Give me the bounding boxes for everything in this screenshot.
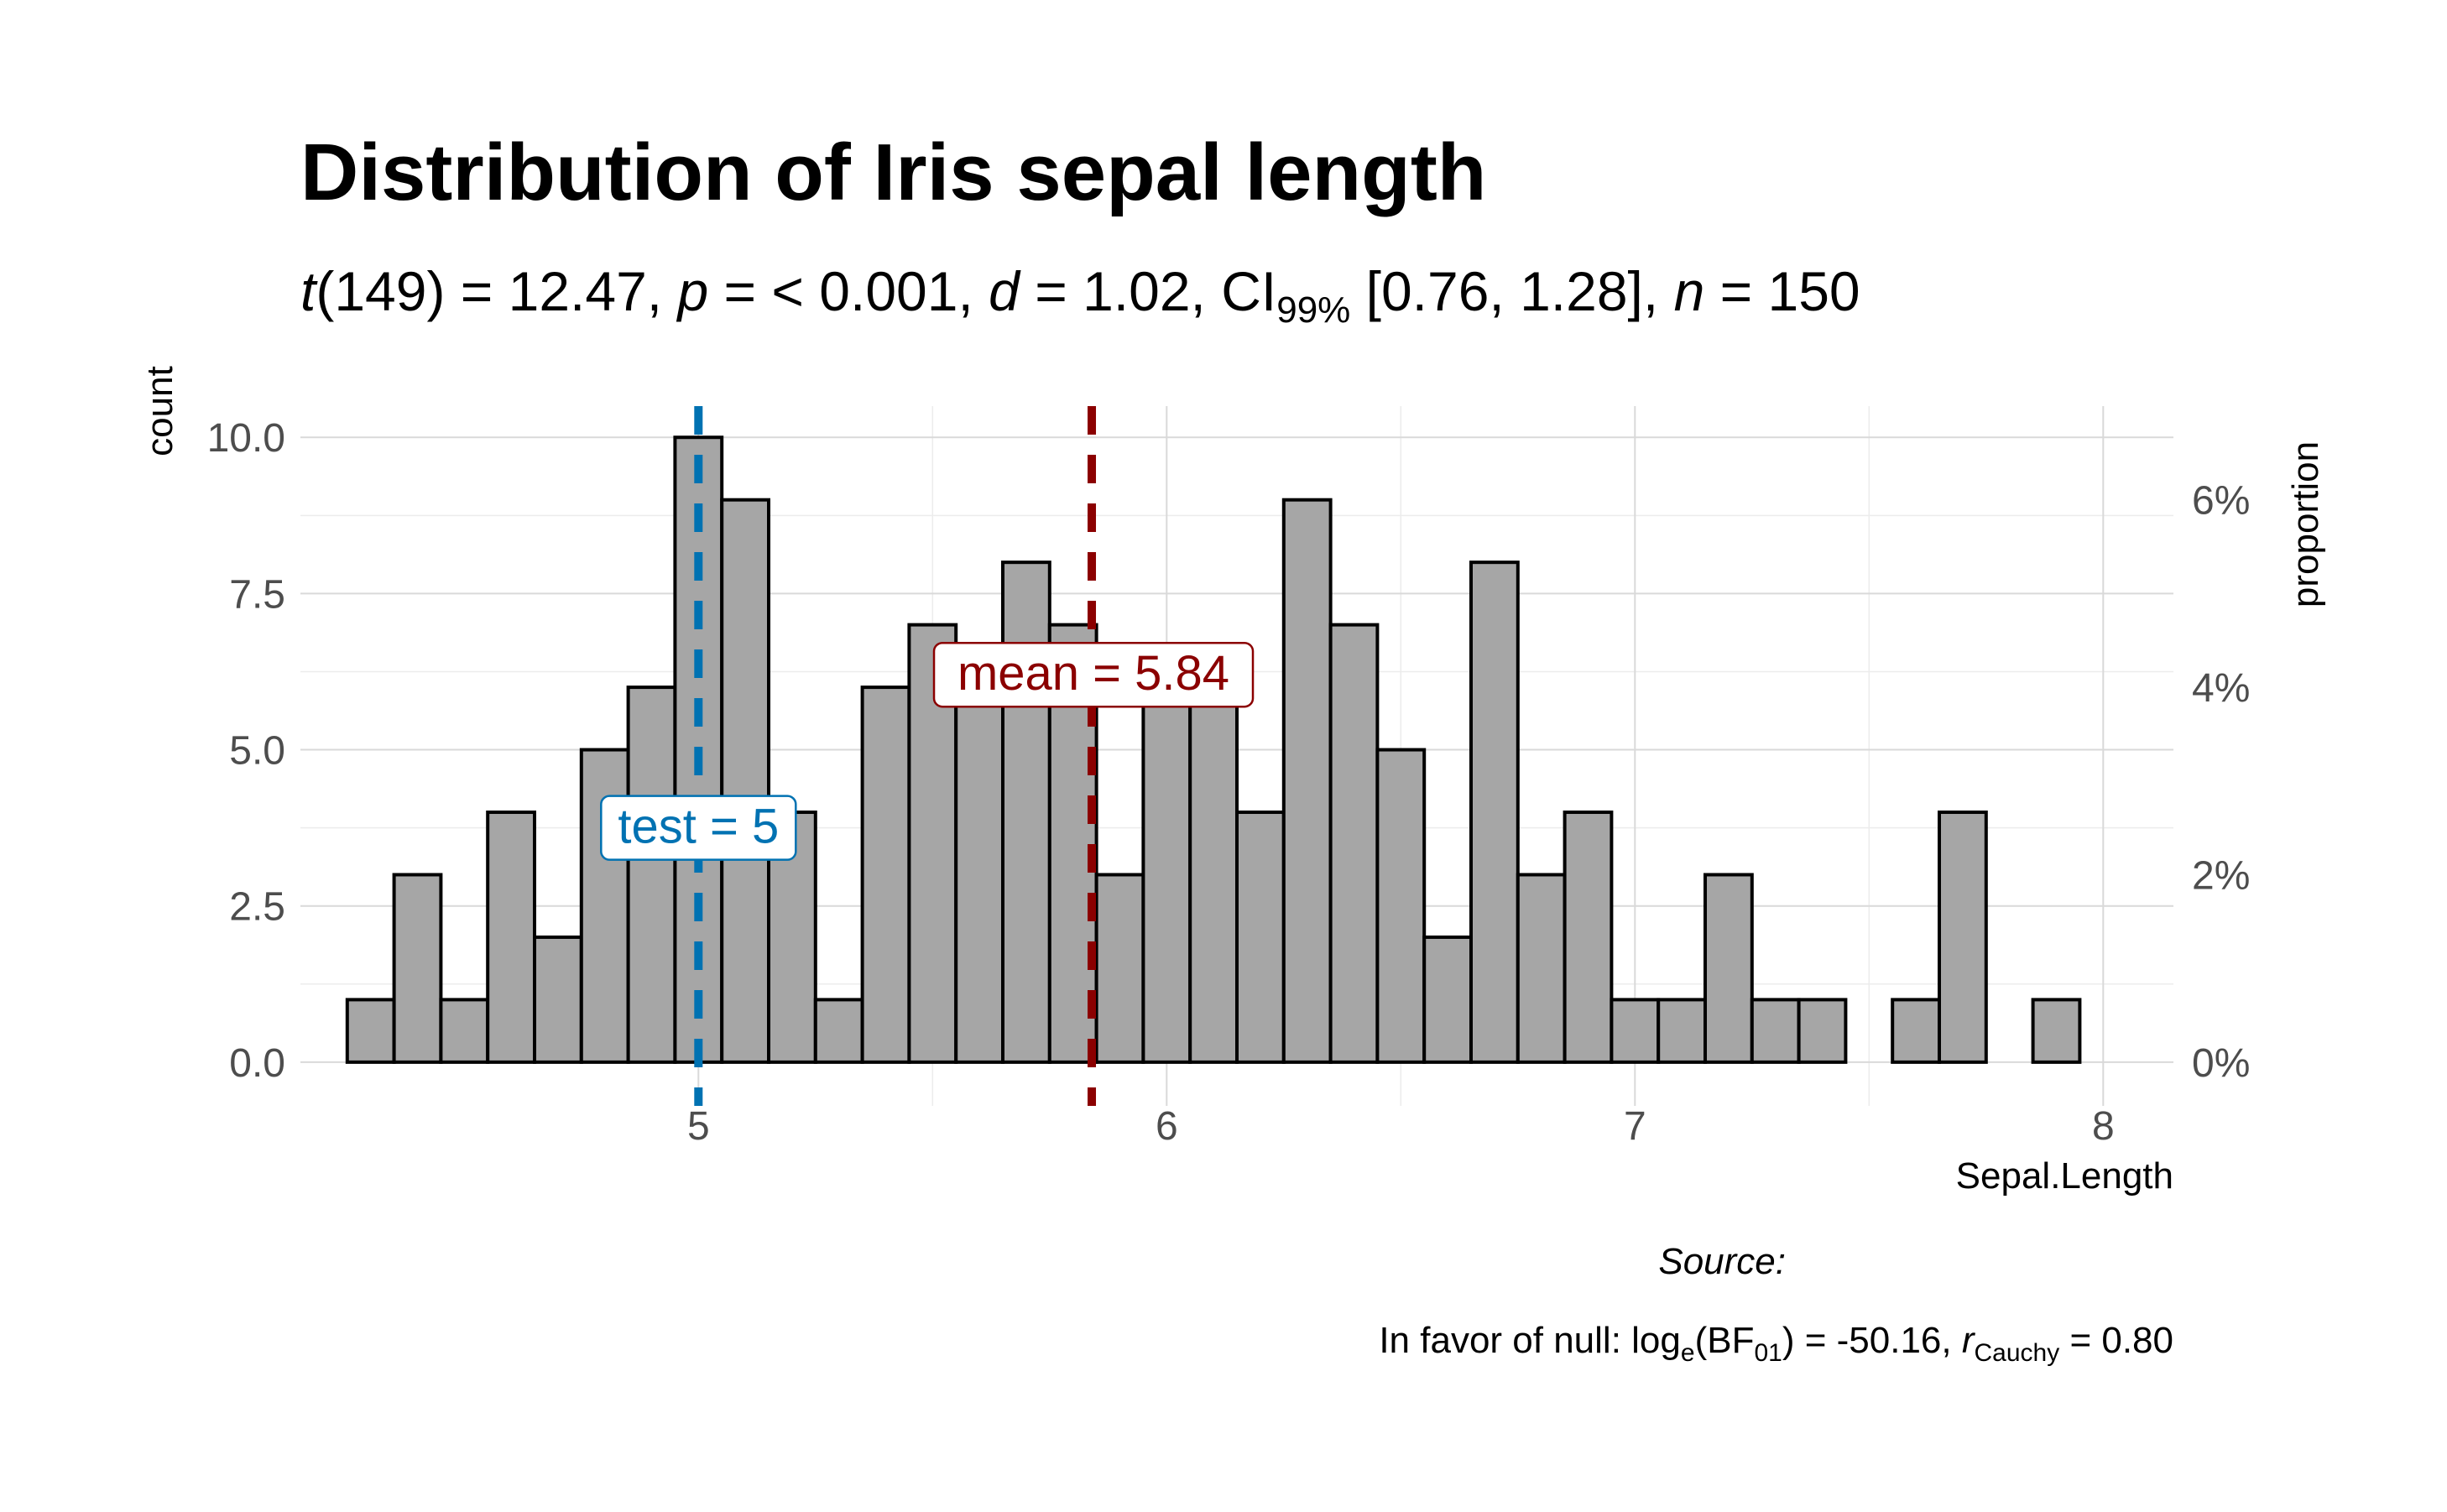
histogram-bar [486,811,537,1064]
y-tick-label: 5.0 [229,729,285,774]
histogram-bar [1891,998,1941,1064]
histogram-bar [1657,998,1707,1064]
histogram-bar [1141,686,1192,1064]
mean-label-box [932,641,1255,708]
subtitle-p-value: = < 0.001, [708,260,989,322]
histogram-bar [1938,811,1988,1064]
histogram-bar [954,686,1004,1064]
y-tick-label: 2.5 [229,885,285,930]
caption-bf-mid: (BF [1695,1320,1755,1361]
histogram-bar [1001,560,1051,1064]
subtitle-t-symbol: t [300,260,318,322]
histogram-bar [1797,998,1848,1064]
subtitle-n-value: = 150 [1704,260,1860,322]
y2-tick-label: 2% [2192,853,2250,898]
subtitle-ci-subscript: 99% [1276,289,1350,331]
caption-bf-sub-e: e [1681,1339,1695,1367]
histogram-bar [813,998,864,1064]
histogram-bar [720,498,771,1064]
reference-lines: test = 5 mean = 5.84 [600,406,1255,1106]
histogram-bars [345,435,2082,1064]
histogram-bar [439,998,490,1064]
histogram-bar [1188,686,1239,1064]
y-tick-label: 0.0 [229,1041,285,1086]
mean-label: mean = 5.84 [957,646,1229,701]
histogram-bar [1235,811,1286,1064]
subtitle-t-value: (149) = 12.47, [316,260,677,322]
histogram-bar [1704,873,1754,1064]
histogram-bar [392,873,443,1064]
histogram-bar [533,935,583,1064]
caption-source: Source: [1658,1241,1786,1282]
caption-bf-prefix: In favor of null: log [1379,1320,1681,1361]
chart-title: Distribution of Iris sepal length [300,128,1486,217]
caption-r-sub: Cauchy [1975,1339,2060,1367]
histogram-bar [1422,935,1473,1064]
histogram-bar [1281,498,1333,1064]
subtitle-p-symbol: p [676,260,708,322]
histogram-bar [860,686,911,1064]
y2-axis-label: proportion [2285,441,2326,607]
subtitle-ci-value: [0.76, 1.28], [1350,260,1673,322]
x-axis-label: Sepal.Length [1956,1155,2173,1197]
histogram-bar [1328,623,1380,1064]
histogram-bar [1563,811,1614,1064]
histogram-bar [1750,998,1801,1064]
chart-subtitle: t(149) = 12.47, p = < 0.001, d = 1.02, C… [300,260,1860,331]
caption-r-symbol: r [1962,1320,1976,1361]
test-label: test = 5 [618,800,779,854]
x-tick-label: 5 [687,1104,710,1149]
x-tick-label: 7 [1624,1104,1646,1149]
test-label-box [600,795,797,861]
caption-bayes-factor: In favor of null: loge(BF01) = -50.16, r… [1379,1320,2173,1367]
histogram-bar [1094,873,1145,1064]
histogram-bar [1516,873,1567,1064]
subtitle-n-symbol: n [1674,260,1705,322]
y-tick-label: 10.0 [207,416,285,461]
axis-ticks: 5 6 7 8 0.0 2.5 5.0 7.5 10.0 0% 2% 4% 6% [207,416,2251,1149]
y2-tick-label: 0% [2192,1041,2250,1086]
y2-tick-label: 6% [2192,479,2250,524]
x-tick-label: 8 [2092,1104,2115,1149]
histogram-bar [1469,560,1520,1064]
y-tick-label: 7.5 [229,572,285,617]
caption-bf-value: ) = -50.16, [1782,1320,1962,1361]
histogram-bar [1610,998,1661,1064]
caption-bf-sub-01: 01 [1754,1339,1782,1367]
histogram-bar [1375,748,1427,1064]
histogram-bar [345,998,396,1064]
histogram-bar [626,686,677,1064]
y-axis-label: count [139,366,180,456]
y2-tick-label: 4% [2192,666,2250,711]
caption-r-value: = 0.80 [2059,1320,2173,1361]
subtitle-d-symbol: d [989,260,1021,322]
x-tick-label: 6 [1156,1104,1178,1149]
subtitle-d-value: = 1.02, CI [1020,260,1276,322]
histogram-bar [2031,998,2082,1064]
